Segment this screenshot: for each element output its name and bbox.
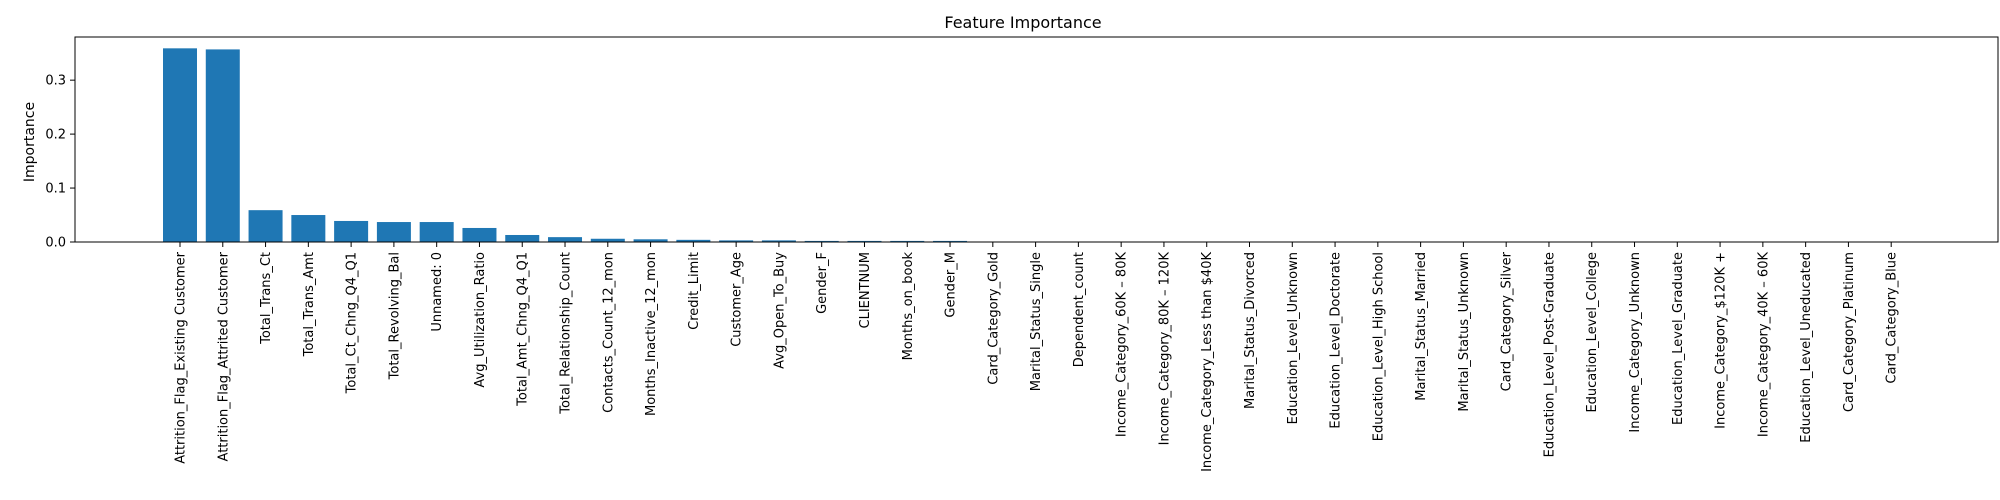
- y-tick-label: 0.1: [45, 182, 66, 197]
- x-tick-label: Avg_Utilization_Ratio: [473, 252, 488, 388]
- bar: [804, 240, 839, 242]
- bar: [505, 234, 540, 242]
- x-tick-label: Education_Level_Graduate: [1671, 252, 1686, 425]
- bar: [847, 240, 882, 242]
- x-tick-label: Card_Category_Blue: [1885, 252, 1900, 384]
- x-tick-label: Education_Level_Uneducated: [1799, 252, 1814, 443]
- x-tick-label: Total_Revolving_Bal: [387, 252, 402, 380]
- x-tick-label: Credit_Limit: [687, 252, 702, 330]
- y-ticks-group: 0.0 0.1 0.2 0.3: [45, 74, 75, 251]
- x-tick-label: Attrition_Flag_Attrited Customer: [216, 251, 231, 461]
- x-tick-label: Dependent_count: [1072, 252, 1087, 367]
- bar: [933, 240, 968, 242]
- x-tick-label: Education_Level_Doctorate: [1329, 252, 1344, 429]
- x-tick-label: Income_Category_Unknown: [1628, 252, 1643, 433]
- x-tick-label: Income_Category_$120K +: [1714, 252, 1729, 429]
- x-tick-label: Unnamed: 0: [430, 252, 445, 332]
- x-tick-label: Card_Category_Platinum: [1842, 252, 1857, 412]
- x-tick-label: Marital_Status_Single: [1029, 252, 1044, 391]
- x-tick-label: Gender_F: [815, 252, 830, 314]
- x-tick-label: Education_Level_College: [1585, 252, 1600, 413]
- bar: [590, 238, 625, 242]
- x-tick-label: Attrition_Flag_Existing Customer: [174, 251, 189, 463]
- bars-group: [163, 48, 1909, 242]
- x-tick-label: Marital_Status_Unknown: [1457, 252, 1472, 412]
- y-tick-label: 0.0: [45, 236, 66, 251]
- x-tick-label: Education_Level_Unknown: [1286, 252, 1301, 424]
- bar: [548, 237, 583, 242]
- bar: [334, 220, 369, 242]
- x-tick-label: Total_Trans_Amt: [302, 252, 317, 357]
- x-tick-label: Customer_Age: [730, 252, 745, 347]
- x-tick-label: Card_Category_Gold: [986, 252, 1001, 385]
- bar: [163, 48, 197, 242]
- bar: [462, 227, 497, 242]
- y-axis-label: Importance: [22, 102, 38, 182]
- bar: [633, 239, 668, 242]
- bar: [890, 240, 925, 242]
- chart-title: Feature Importance: [944, 13, 1101, 32]
- y-tick-label: 0.3: [45, 74, 66, 89]
- plot-frame: [74, 36, 1999, 243]
- bar: [676, 239, 711, 242]
- x-tick-label: Months_on_book: [901, 252, 916, 361]
- x-ticks-group: Attrition_Flag_Existing Customer Attritio…: [174, 242, 1900, 472]
- bar: [205, 49, 240, 242]
- x-tick-label: Income_Category_80K – 120K: [1157, 252, 1172, 446]
- x-tick-label: Total_Trans_Ct: [259, 252, 274, 345]
- x-tick-label: Income_Category_Less than $40K: [1200, 252, 1215, 472]
- x-tick-label: Months_Inactive_12_mon: [644, 252, 659, 416]
- bar: [376, 222, 411, 242]
- x-tick-label: Contacts_Count_12_mon: [601, 252, 616, 413]
- x-tick-label: Card_Category_Silver: [1500, 251, 1515, 391]
- x-tick-label: CLIENTNUM: [858, 252, 873, 329]
- y-tick-label: 0.2: [45, 128, 66, 143]
- x-tick-label: Avg_Open_To_Buy: [772, 252, 787, 369]
- bar: [419, 222, 454, 242]
- x-tick-label: Total_Amt_Chng_Q4_Q1: [516, 252, 531, 407]
- x-tick-label: Income_Category_60K – 80K: [1115, 252, 1130, 438]
- bar: [761, 240, 796, 242]
- bar: [248, 210, 283, 242]
- x-tick-label: Gender_M: [944, 252, 959, 318]
- x-tick-label: Education_Level_Post-Graduate: [1542, 252, 1557, 457]
- bar: [719, 240, 754, 242]
- x-tick-label: Education_Level_High School: [1371, 252, 1386, 441]
- bar: [291, 215, 326, 242]
- x-tick-label: Income_Category_40K – 60K: [1756, 252, 1771, 438]
- x-tick-label: Total_Relationship_Count: [559, 252, 574, 415]
- x-tick-label: Marital_Status_Divorced: [1243, 252, 1258, 409]
- x-tick-label: Total_Ct_Chng_Q4_Q1: [345, 252, 360, 394]
- x-tick-label: Marital_Status_Married: [1414, 252, 1429, 401]
